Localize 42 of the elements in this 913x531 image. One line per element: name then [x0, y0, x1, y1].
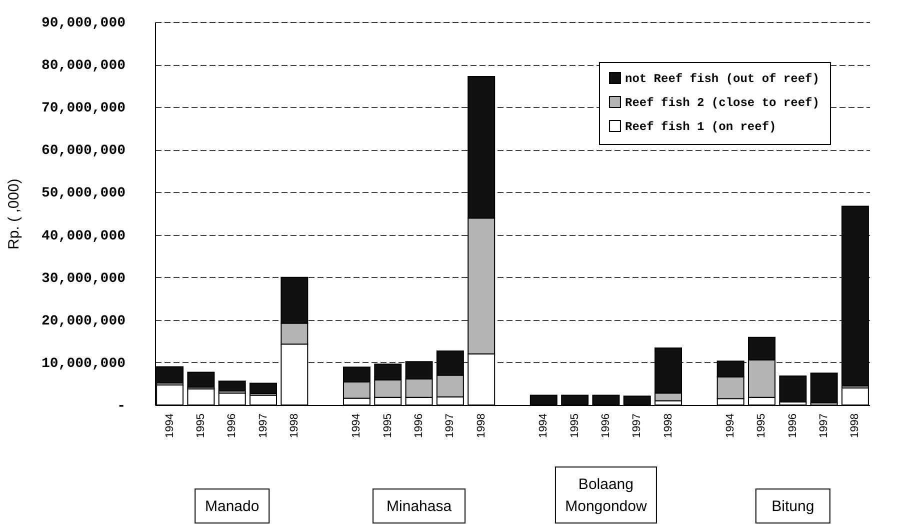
y-tick-label: 50,000,000	[41, 186, 126, 202]
x-tick-label: 1996	[600, 414, 612, 438]
y-tick-label: -	[117, 398, 126, 414]
x-tick-label: 1994	[350, 414, 363, 438]
bar	[218, 380, 246, 392]
y-tick-label: 80,000,000	[41, 58, 126, 74]
x-tick-label: 1997	[631, 414, 644, 438]
y-tick-label: 30,000,000	[41, 270, 126, 287]
y-axis-title: Rp. ( ,000)	[5, 178, 22, 250]
y-tick-label: 20,000,000	[41, 313, 126, 330]
x-tick-label: 1995	[756, 414, 768, 438]
x-tick-label: 1996	[786, 414, 799, 438]
x-tick-label: 1994	[724, 414, 737, 438]
x-tick-label: 1996	[226, 414, 238, 438]
bar	[187, 372, 215, 388]
y-tick-label: 40,000,000	[41, 228, 126, 244]
x-tick-label: 1998	[288, 414, 300, 438]
bar	[779, 376, 807, 403]
text: Bitung	[772, 498, 814, 515]
x-tick-label: 1994	[538, 414, 550, 438]
legend-label: Reef fish 1 (on reef)	[625, 120, 776, 134]
x-tick-label: 1997	[818, 414, 830, 438]
x-tick-label: 1998	[849, 414, 862, 438]
text: Manado	[205, 498, 260, 515]
y-tick-label: 60,000,000	[41, 143, 126, 160]
legend-label: Reef fish 2 (close to reef)	[625, 96, 820, 110]
y-tick-label: 10,000,000	[41, 356, 126, 372]
x-tick-label: 1997	[257, 414, 270, 438]
text: Bolaang Mongondow	[565, 476, 647, 515]
x-tick-label: 1995	[194, 414, 207, 438]
legend-label: not Reef fish (out of reef)	[625, 72, 820, 86]
x-tick-label: 1995	[568, 414, 581, 438]
y-tick-label: 90,000,000	[41, 16, 126, 32]
x-tick-label: 1998	[475, 414, 488, 438]
x-tick-label: 1995	[382, 414, 394, 438]
bar	[810, 372, 838, 404]
x-tick-label: 1996	[413, 414, 426, 438]
x-tick-label: 1994	[164, 414, 176, 438]
x-tick-label: 1998	[662, 414, 674, 438]
y-tick-label: 70,000,000	[41, 100, 126, 117]
text: Minahasa	[386, 498, 452, 515]
x-tick-label: 1997	[444, 414, 456, 438]
